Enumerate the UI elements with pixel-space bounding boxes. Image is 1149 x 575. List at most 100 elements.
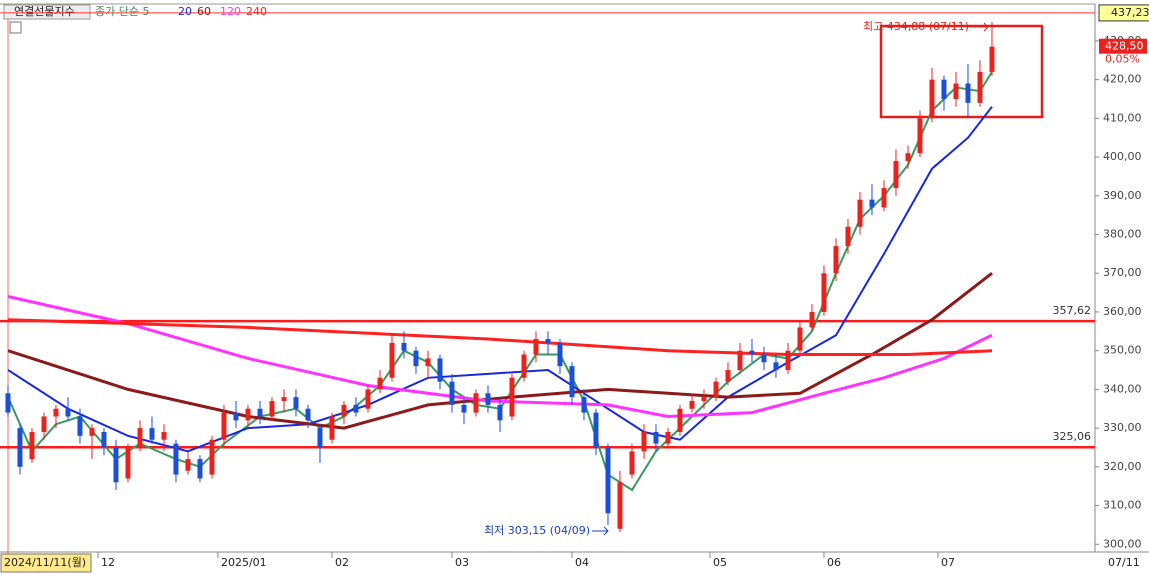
candle-body xyxy=(725,370,731,382)
candle-body xyxy=(233,412,239,421)
legend-entry: 종가 단순 5 xyxy=(95,5,149,18)
candle-body xyxy=(329,416,335,440)
candle-body xyxy=(437,358,443,382)
legend-entry: 20 xyxy=(178,5,192,18)
candle-body xyxy=(905,153,911,161)
candle-body xyxy=(413,350,419,367)
candle-body xyxy=(5,393,11,413)
candle-body xyxy=(173,443,179,475)
y-tick-label: 420,00 xyxy=(1103,73,1142,86)
candle-body xyxy=(113,447,119,483)
x-tick-label: 05 xyxy=(713,556,727,569)
candle-body xyxy=(65,408,71,417)
y-tick-label: 340,00 xyxy=(1103,382,1142,395)
candle-body xyxy=(341,404,347,417)
x-tick-label: 04 xyxy=(575,556,589,569)
candle-body xyxy=(941,79,947,99)
candle-body xyxy=(365,389,371,409)
low-arrow xyxy=(592,526,609,536)
candle-body xyxy=(737,350,743,371)
candle-body xyxy=(821,273,827,312)
candle-body xyxy=(953,83,959,99)
legend-entry: 120 xyxy=(220,5,241,18)
candle-body xyxy=(641,431,647,452)
candle-body xyxy=(137,428,143,448)
instrument-name: 연결선물지수 xyxy=(14,5,75,18)
moving-average-line xyxy=(7,295,993,419)
candle-body xyxy=(353,404,359,413)
candle-body xyxy=(305,408,311,421)
candle-body xyxy=(41,416,47,432)
candle-body xyxy=(245,408,251,421)
candle-body xyxy=(461,404,467,413)
candle-body xyxy=(701,397,707,401)
candle-body xyxy=(209,439,215,475)
candle-body xyxy=(521,354,527,378)
moving-average-line xyxy=(7,71,993,492)
candle-body xyxy=(833,246,839,274)
x-tick-label: 03 xyxy=(455,556,469,569)
x-tick-label: 06 xyxy=(827,556,841,569)
instrument-box[interactable] xyxy=(3,4,91,20)
legend-entry: 240 xyxy=(246,5,267,18)
candle-body xyxy=(389,342,395,378)
candle-body xyxy=(485,393,491,405)
candle-body xyxy=(257,408,263,417)
candle-body xyxy=(797,327,803,351)
candle-body xyxy=(293,397,299,409)
candle-body xyxy=(101,431,107,448)
candle-body xyxy=(773,362,779,371)
candle-body xyxy=(77,416,83,436)
candle-body xyxy=(473,393,479,413)
low-annotation: 최저 303,15 (04/09) xyxy=(484,524,590,537)
y-tick-label: 410,00 xyxy=(1103,111,1142,124)
candle-body xyxy=(89,428,95,436)
x-tick-label: 2024/11/11(월) xyxy=(4,556,86,569)
candle-body xyxy=(845,226,851,247)
x-tick-label: 12 xyxy=(101,556,115,569)
candle-body xyxy=(149,428,155,440)
level-label: 325,06 xyxy=(1053,430,1092,443)
candle-body xyxy=(161,431,167,440)
candle-body xyxy=(653,431,659,444)
candle-body xyxy=(125,447,131,479)
candle-body xyxy=(509,377,515,417)
candle-body xyxy=(629,451,635,475)
candle-body xyxy=(617,482,623,529)
legend-entry: 60 xyxy=(197,5,211,18)
y-tick-label: 350,00 xyxy=(1103,344,1142,357)
settings-icon[interactable] xyxy=(9,21,22,34)
candle-body xyxy=(677,408,683,432)
candle-body xyxy=(881,188,887,208)
marker-label: 437,23 xyxy=(1111,6,1149,19)
x-tick-label: 2025/01 xyxy=(221,556,267,569)
candle-body xyxy=(581,397,587,413)
candle-body xyxy=(761,354,767,363)
candle-body xyxy=(809,311,815,328)
candle-body xyxy=(533,339,539,355)
candle-body xyxy=(857,199,863,227)
candle-body xyxy=(869,199,875,208)
candle-body xyxy=(317,428,323,448)
y-tick-label: 330,00 xyxy=(1103,421,1142,434)
change-label: 0,05% xyxy=(1105,53,1140,66)
high-arrow xyxy=(970,22,989,32)
candle-body xyxy=(917,118,923,154)
candle-body xyxy=(557,342,563,367)
candle-body xyxy=(449,381,455,405)
y-tick-label: 360,00 xyxy=(1103,305,1142,318)
candle-body xyxy=(377,377,383,390)
y-tick-label: 380,00 xyxy=(1103,228,1142,241)
last-price-label: 428,50 xyxy=(1105,40,1144,53)
candle-body xyxy=(893,160,899,189)
candle-body xyxy=(185,459,191,471)
candle-body xyxy=(17,428,23,467)
x-tick-label: 02 xyxy=(335,556,349,569)
candle-body xyxy=(497,404,503,421)
moving-average-line xyxy=(7,272,993,430)
candle-body xyxy=(221,412,227,440)
candle-body xyxy=(569,366,575,398)
candle-body xyxy=(593,412,599,448)
